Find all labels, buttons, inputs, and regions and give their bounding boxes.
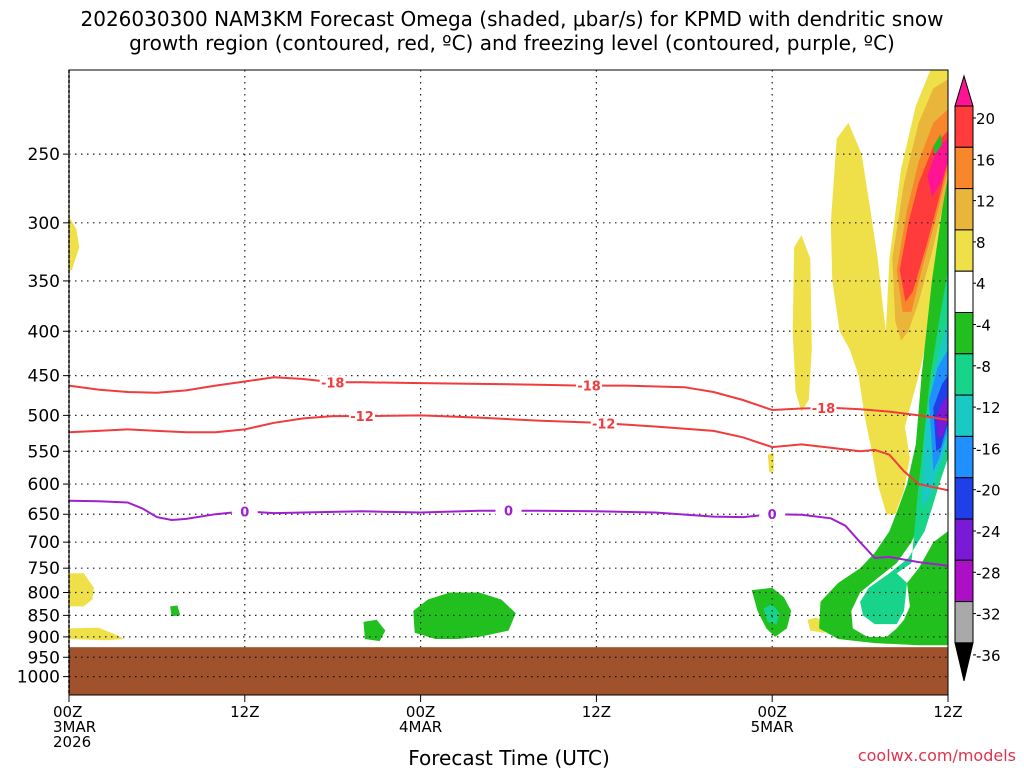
colorbar-label--36: -36 — [976, 647, 1001, 665]
omega-region-6 — [792, 235, 812, 412]
colorbar-cell-10 — [954, 477, 974, 520]
contour-lines: -18 -18 -18 -12 -12 0 0 0 — [69, 375, 948, 567]
y-tick-label-750: 750 — [28, 559, 60, 579]
contour-label-bg — [349, 409, 375, 424]
contour-label-bg — [319, 375, 346, 390]
omega-shading — [69, 70, 948, 646]
y-tick-label-300: 300 — [28, 214, 60, 234]
contour-label-0: 0 — [504, 505, 513, 520]
contour-label--12: -12 — [592, 417, 616, 432]
colorbar-cell-2 — [954, 146, 974, 190]
x-tick-label-0-0: 00Z — [53, 703, 82, 721]
colorbar-cell-11 — [954, 518, 974, 561]
omega-region-23 — [933, 134, 943, 155]
colorbar-cell-4 — [954, 229, 974, 272]
y-tick-label-350: 350 — [28, 272, 60, 292]
colorbar-label--28: -28 — [976, 564, 1001, 582]
contour-label-bg — [495, 503, 522, 518]
x-axis-title: Forecast Time (UTC) — [408, 746, 610, 768]
x-tick-label-48-1: 5MAR — [751, 718, 794, 736]
y-tick-label-250: 250 — [28, 145, 60, 165]
omega-region-5 — [927, 138, 948, 197]
colorbar-label--32: -32 — [976, 606, 1001, 624]
omega-region-11 — [69, 627, 125, 641]
y-tick-label-700: 700 — [28, 533, 60, 553]
colorbar-cell-3 — [954, 188, 974, 231]
omega-region-7 — [767, 452, 774, 473]
colorbar-cell-1 — [954, 105, 974, 148]
colorbar-cell-5 — [954, 270, 974, 314]
x-tick-label-24-0: 00Z — [406, 703, 435, 721]
terrain-surface — [69, 647, 948, 695]
contour-label-bg — [810, 400, 837, 415]
site-credit: coolwx.com/models — [857, 746, 1016, 765]
x-tick-label-48-0: 00Z — [758, 703, 787, 721]
contour-label--18: -18 — [577, 380, 601, 395]
omega-colorbar: 20 16 12 8 4 -4 -8 -12 -16 -20 -24 -28 -32 -36 — [954, 74, 1001, 682]
contour-label-0: 0 — [768, 508, 777, 523]
contour-label--18: -18 — [321, 376, 345, 391]
colorbar-cell-9 — [954, 435, 974, 479]
contour-label--18: -18 — [812, 402, 836, 417]
x-tick-label-0-2: 2026 — [53, 733, 91, 751]
y-tick-label-400: 400 — [28, 322, 60, 342]
colorbar-label-4: 4 — [976, 275, 986, 293]
colorbar-label--12: -12 — [976, 399, 1001, 417]
colorbar-label-16: 16 — [976, 151, 995, 169]
colorbar-cell-6 — [954, 312, 974, 355]
y-tick-label-900: 900 — [28, 628, 60, 648]
pressure-axis: 2503003504004505005506006507007508008509… — [17, 145, 69, 688]
chart-title-line-1: 2026030300 NAM3KM Forecast Omega (shaded… — [80, 7, 944, 31]
omega-region-22 — [763, 604, 780, 625]
y-tick-label-1000: 1000 — [17, 668, 60, 688]
colorbar-label--20: -20 — [976, 482, 1001, 500]
colorbar-label--4: -4 — [976, 317, 991, 335]
y-tick-label-850: 850 — [28, 606, 60, 626]
y-tick-label-650: 650 — [28, 505, 60, 525]
colorbar-top-arrow — [954, 74, 974, 107]
omega-region-19 — [363, 619, 386, 642]
ground-fill — [69, 647, 948, 695]
y-tick-label-450: 450 — [28, 367, 60, 387]
x-tick-label-24-1: 4MAR — [399, 718, 442, 736]
omega-region-10 — [69, 573, 94, 607]
colorbar-label--24: -24 — [976, 523, 1001, 541]
x-tick-label-12-0: 12Z — [230, 703, 259, 721]
colorbar-bottom-arrow — [954, 642, 974, 682]
x-tick-label-36-0: 12Z — [582, 703, 611, 721]
contour-label-bg — [576, 378, 603, 393]
omega-region-9 — [69, 216, 80, 270]
y-tick-label-550: 550 — [28, 442, 60, 462]
colorbar-cell-8 — [954, 394, 974, 437]
colorbar-label-20: 20 — [976, 110, 995, 128]
x-tick-label-0-1: 3MAR — [53, 718, 96, 736]
plot-background — [69, 70, 948, 695]
contour-label-bg — [590, 416, 617, 431]
colorbar-label-8: 8 — [976, 234, 986, 252]
contour-label-0: 0 — [240, 505, 249, 520]
plot-area: -18 -18 -18 -12 -12 0 0 0 — [69, 70, 948, 695]
chart-title-line-2: growth region (contoured, red, ºC) and f… — [129, 31, 895, 55]
y-tick-label-600: 600 — [28, 475, 60, 495]
y-tick-label-800: 800 — [28, 584, 60, 604]
colorbar-cell-7 — [954, 353, 974, 396]
y-tick-label-500: 500 — [28, 406, 60, 426]
x-tick-label-60-0: 12Z — [933, 703, 962, 721]
contour-label-bg — [759, 507, 786, 522]
omega-region-18 — [413, 592, 516, 639]
colorbar-cell-12 — [954, 559, 974, 603]
contour-label-bg — [231, 504, 258, 519]
colorbar-cell-13 — [954, 601, 974, 644]
colorbar-label-12: 12 — [976, 193, 995, 211]
contour-label--12: -12 — [350, 410, 374, 425]
y-tick-label-950: 950 — [28, 648, 60, 668]
colorbar-label--8: -8 — [976, 358, 991, 376]
colorbar-label--16: -16 — [976, 440, 1001, 458]
omega-region-20 — [170, 605, 181, 617]
omega-region-17 — [936, 396, 948, 438]
contour-line--12-1 — [69, 414, 948, 492]
